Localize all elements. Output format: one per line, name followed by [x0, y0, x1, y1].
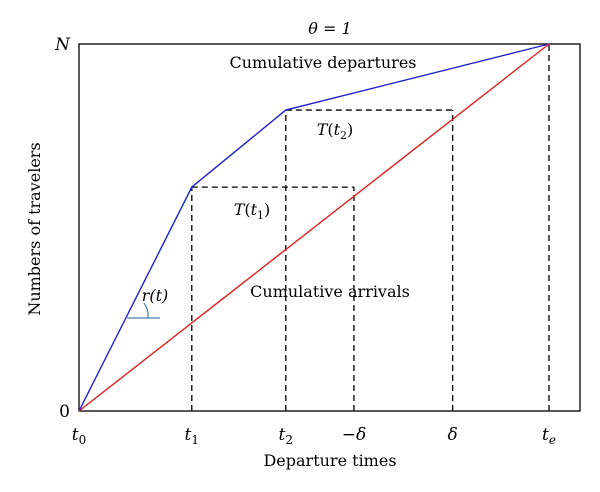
x-axis-label: Departure times — [263, 451, 396, 470]
x-tick-5: te — [542, 425, 556, 447]
series-lines — [78, 43, 550, 412]
y-axis-label: Numbers of travelers — [25, 142, 44, 315]
y-tick-labels: 0N — [54, 35, 71, 422]
svg-text:T(t2): T(t2) — [317, 120, 354, 142]
x-tick-0: t0 — [72, 425, 86, 447]
annotation-T-t2: T(t2) — [317, 120, 354, 142]
series-line-departures — [78, 43, 550, 412]
x-tick-labels: t0 t1 t2 −δ δ te — [72, 425, 556, 447]
svg-text:r(t): r(t) — [142, 286, 169, 305]
guide-lines — [191, 44, 550, 411]
series-label-arrivals: Cumulative arrivals — [250, 282, 410, 301]
plot-frame — [78, 43, 581, 412]
x-tick-3: −δ — [342, 425, 366, 445]
series-label-departures: Cumulative departures — [229, 53, 416, 72]
svg-text:T(t1): T(t1) — [234, 200, 271, 222]
chart-title: θ = 1 — [308, 19, 351, 38]
x-tick-2: t2 — [279, 425, 293, 447]
x-tick-4: δ — [448, 425, 458, 445]
r-t-arc — [143, 302, 149, 319]
y-tick-0: 0 — [59, 402, 70, 422]
annotation-r-t: r(t) — [127, 286, 169, 319]
y-tick-1: N — [54, 35, 71, 55]
x-tick-1: t1 — [185, 425, 199, 447]
series-line-arrivals — [78, 43, 550, 412]
annotation-T-t1: T(t1) — [234, 200, 271, 222]
